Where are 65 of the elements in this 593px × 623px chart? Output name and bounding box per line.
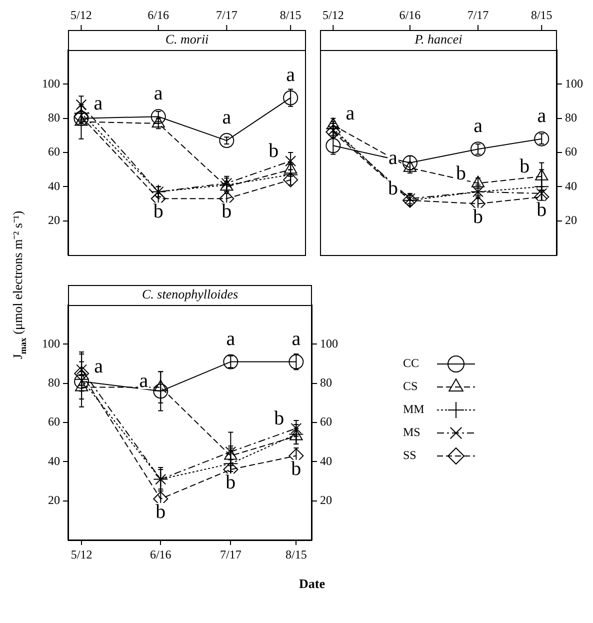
annotation: a — [346, 102, 355, 125]
y-tick-label: 60 — [48, 144, 60, 159]
y-tick-label: 20 — [48, 212, 60, 227]
annotation: b — [226, 472, 236, 494]
chart-title: P. hancei — [414, 31, 463, 46]
annotation: b — [291, 458, 302, 480]
annotation: a — [388, 146, 398, 169]
annotation: b — [153, 200, 164, 223]
chart-title: C. morii — [165, 31, 210, 46]
annotation: a — [474, 115, 483, 138]
annotation: b — [456, 162, 466, 184]
legend-label: SS — [403, 448, 416, 462]
annotation: a — [139, 370, 148, 392]
annotation: a — [94, 92, 103, 114]
x-tick-label: 7/17 — [220, 547, 242, 562]
legend-label: CC — [403, 356, 420, 370]
annotation: a — [94, 355, 104, 378]
annotation: b — [274, 407, 284, 430]
annotation: b — [268, 140, 279, 162]
annotation: a — [292, 328, 301, 350]
y-tick-label: 80 — [48, 110, 60, 124]
annotation: a — [226, 328, 236, 350]
legend-label: CS — [403, 379, 418, 394]
y2-tick-label: 60 — [320, 414, 332, 429]
x-tick-label: 5/12 — [70, 8, 92, 22]
x-tick-label: 8/15 — [280, 8, 302, 22]
annotation: b — [156, 500, 166, 523]
annotation: b — [520, 155, 530, 178]
x-tick-label: 8/15 — [530, 8, 552, 22]
annotation: b — [536, 198, 547, 221]
x-tick-label: 8/15 — [286, 547, 307, 562]
x-tick-label: 5/12 — [322, 8, 344, 22]
y-tick-label: 80 — [565, 110, 577, 124]
y-tick-label: 20 — [565, 212, 577, 227]
legend-label: MM — [403, 402, 425, 416]
x-tick-label: 6/16 — [148, 8, 170, 22]
chart-title: C. stenophylloides — [142, 286, 238, 302]
x-tick-label: 7/17 — [467, 8, 489, 22]
y-tick-label: 40 — [48, 178, 60, 193]
annotation: a — [537, 104, 546, 127]
y2-tick-label: 100 — [320, 336, 338, 350]
y-tick-label: 100 — [42, 76, 60, 90]
x-tick-label: 6/16 — [399, 8, 421, 22]
x-axis-title: Date — [299, 576, 325, 592]
annotation: a — [154, 82, 163, 105]
x-tick-label: 7/17 — [216, 8, 238, 22]
annotation: b — [222, 200, 232, 223]
y-tick-label: 100 — [565, 76, 583, 90]
y2-tick-label: 20 — [320, 492, 332, 507]
y-tick-label: 20 — [48, 492, 60, 507]
annotation: b — [388, 178, 398, 200]
annotation: a — [286, 64, 296, 86]
x-tick-label: 5/12 — [70, 547, 92, 562]
y-tick-label: 60 — [565, 144, 577, 159]
y-tick-label: 100 — [42, 336, 60, 350]
legend-label: MS — [403, 425, 420, 440]
y2-tick-label: 80 — [320, 375, 332, 390]
annotation: a — [222, 106, 232, 129]
y-tick-label: 40 — [565, 178, 577, 193]
y-tick-label: 40 — [48, 454, 60, 468]
y-tick-label: 80 — [48, 375, 60, 390]
y-tick-label: 60 — [48, 414, 60, 429]
y2-tick-label: 40 — [320, 454, 332, 468]
x-tick-label: 6/16 — [150, 547, 172, 562]
annotation: b — [473, 206, 483, 228]
